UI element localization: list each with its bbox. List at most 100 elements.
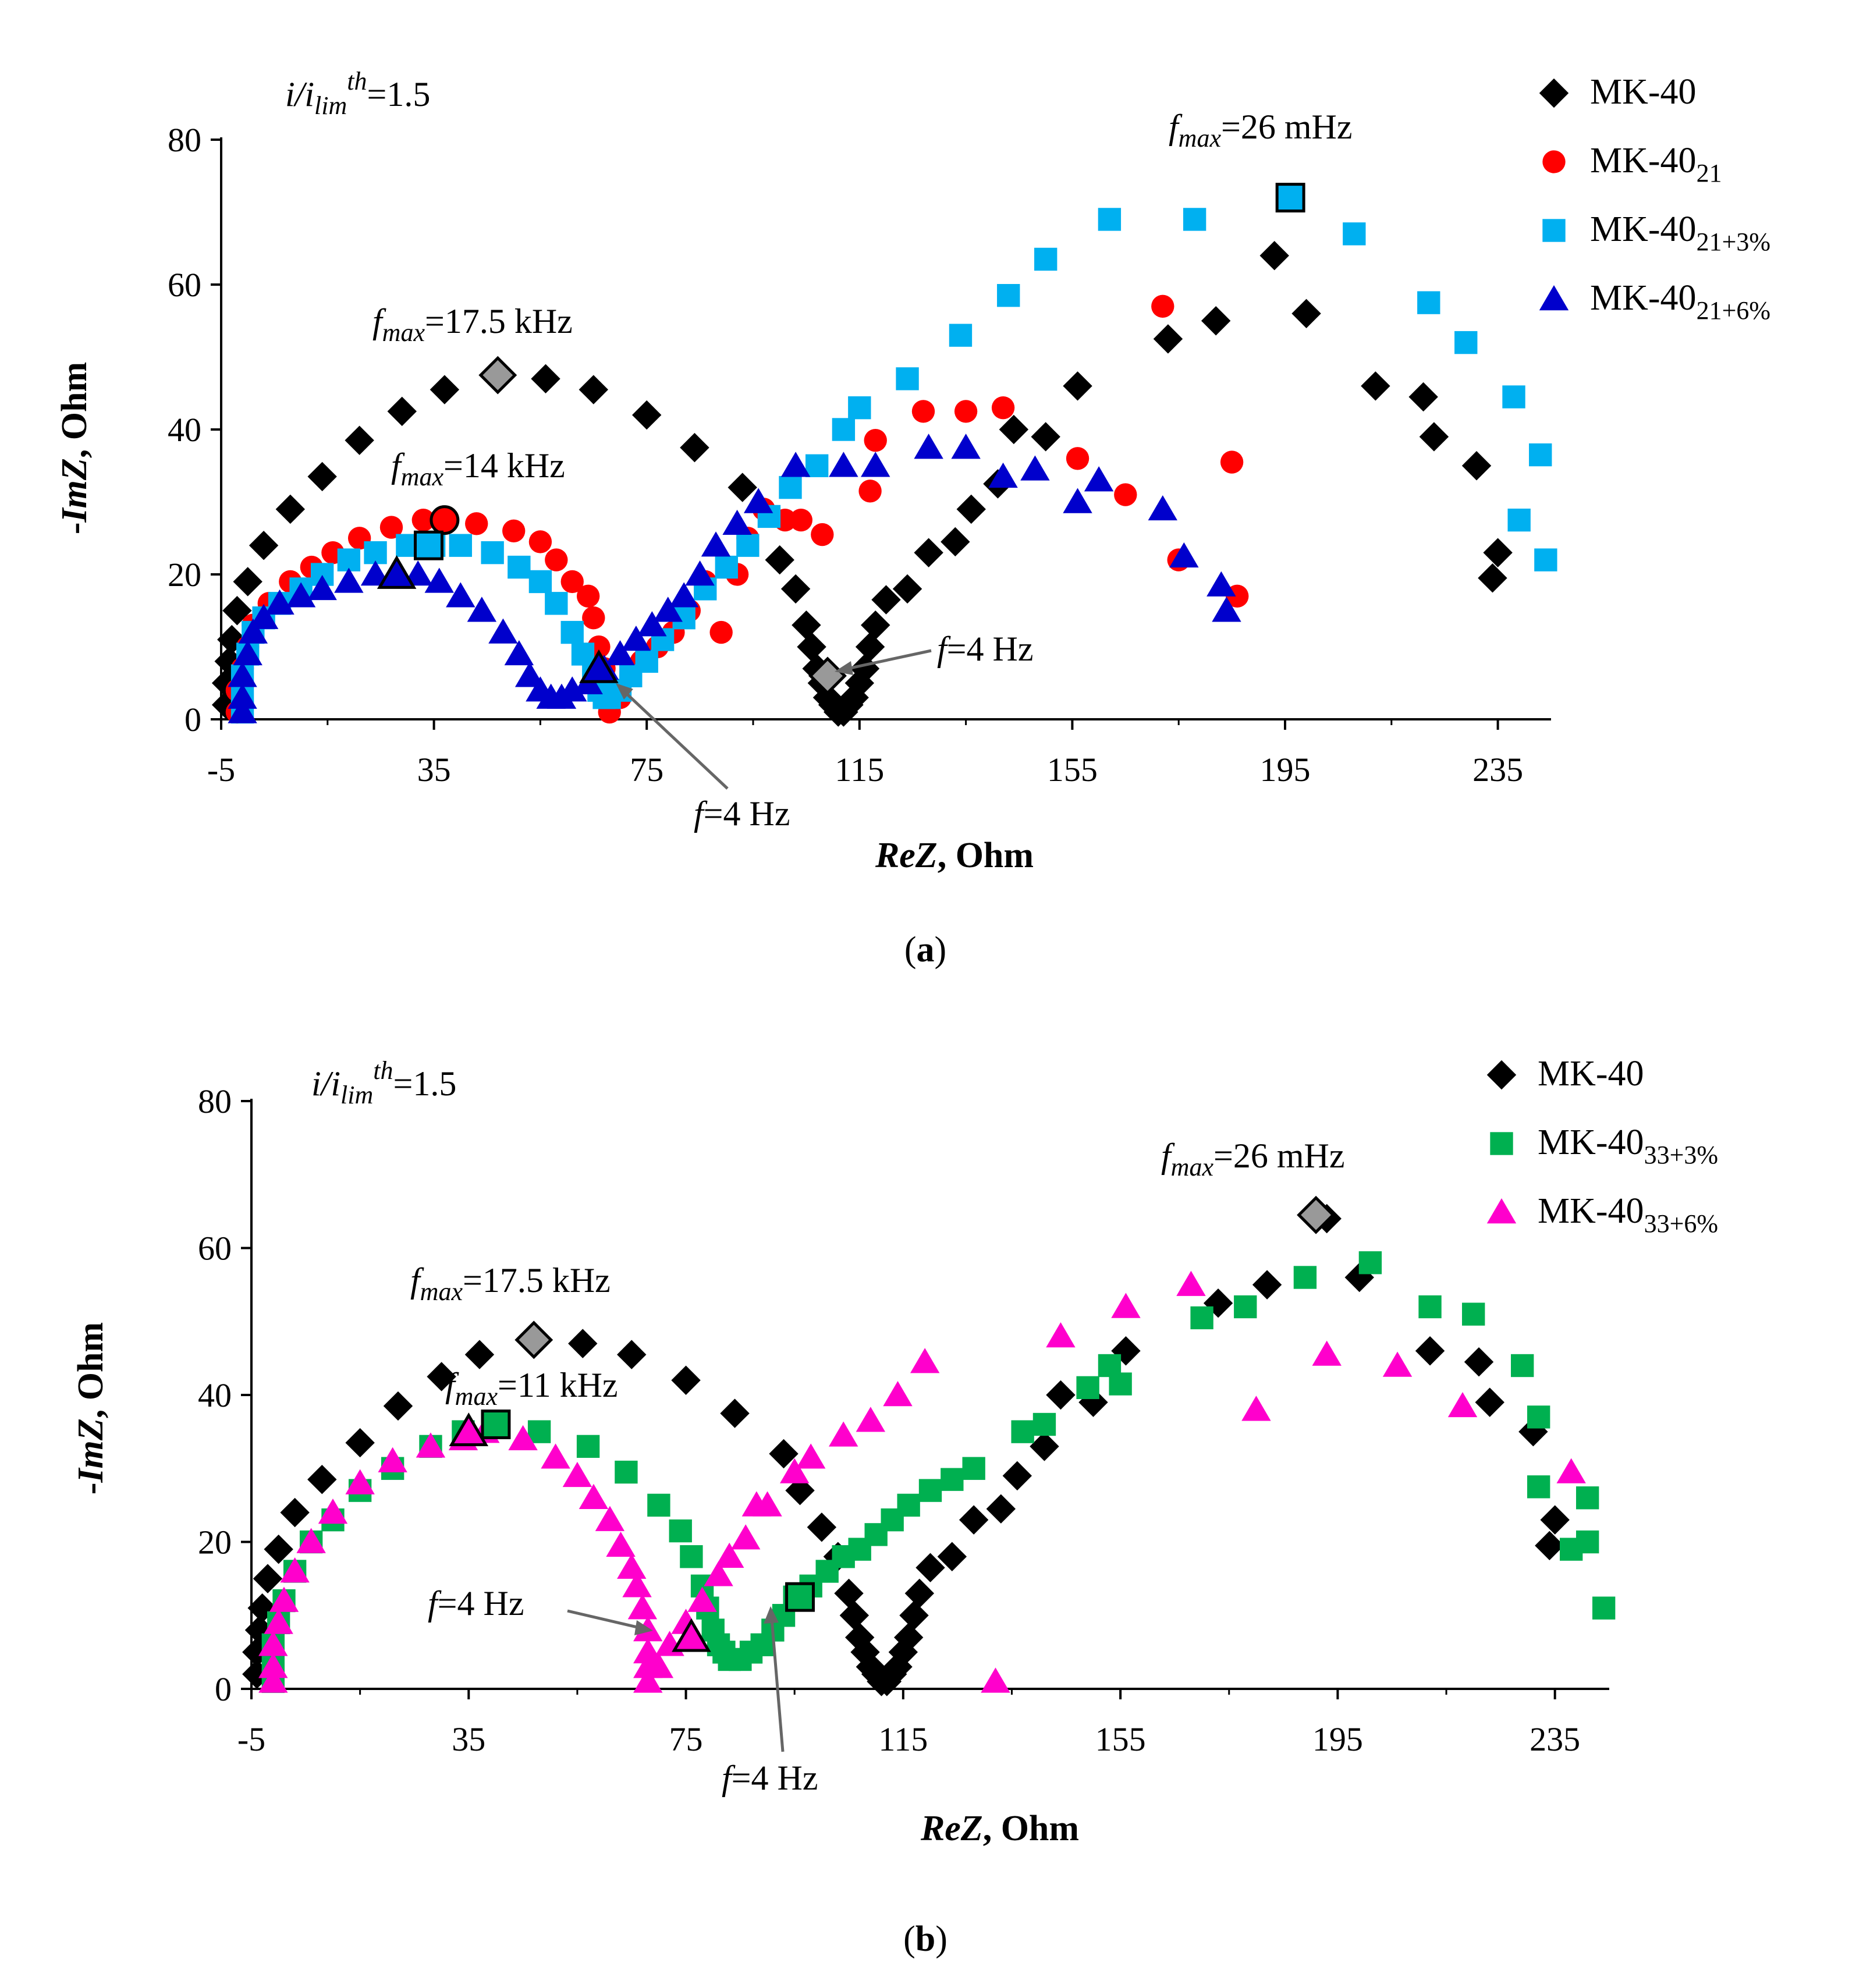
data-point-MK-40_33+3%: [897, 1493, 920, 1517]
data-point-MK-40: [892, 574, 922, 604]
data-point-MK-40_21+6%: [1212, 597, 1241, 622]
data-point-MK-40_33+3%: [1575, 1530, 1599, 1554]
data-point-MK-40: [1078, 1387, 1108, 1417]
y-tick-label: 60: [168, 266, 201, 304]
data-point-MK-40: [1461, 451, 1492, 481]
data-point-MK-40_33+3%: [1234, 1295, 1257, 1319]
data-point-MK-40_21+3%: [337, 548, 361, 571]
x-tick-label: 235: [1530, 1720, 1580, 1758]
x-tick-label: 155: [1047, 751, 1098, 789]
data-point-MK-40_33+6%: [617, 1553, 647, 1579]
data-point-MK-40: [383, 1391, 413, 1421]
data-point-MK-40_21+6%: [228, 662, 257, 687]
panel-b-arrowhead-pink: [634, 1620, 653, 1635]
x-tick-label: 35: [417, 751, 451, 789]
data-point-MK-40_33+3%: [962, 1457, 985, 1480]
highlight-marker: [377, 555, 417, 589]
data-point-MK-40_33+6%: [296, 1528, 326, 1553]
data-point-MK-40: [941, 527, 970, 557]
data-point-MK-40: [893, 1623, 924, 1652]
data-point-MK-40_21: [582, 606, 605, 630]
legend-label-MK-40: MK-40: [1538, 1054, 1644, 1094]
data-point-MK-40_21+3%: [1529, 443, 1552, 467]
data-point-MK-40_33+6%: [1447, 1391, 1478, 1418]
data-point-MK-40_21+6%: [238, 618, 268, 644]
panel-a-arrowhead-blue: [616, 683, 633, 700]
data-point-MK-40_21+6%: [558, 676, 587, 702]
data-point-MK-40_21+6%: [653, 597, 683, 622]
data-point-MK-40_21+3%: [715, 555, 738, 579]
panel-a-f-4hz-blue: f=4 Hz: [694, 794, 790, 833]
data-point-MK-40_21: [864, 428, 887, 452]
panel-b: 0 20 40 60 80 -5 35 75 115 155 195 235 i/ilimth=1.5…: [71, 1054, 1718, 1959]
data-point-MK-40_21+6%: [1206, 571, 1236, 597]
x-tick-label: 155: [1095, 1720, 1146, 1758]
legend-marker-MK-40_21+6%: [1539, 285, 1569, 311]
data-point-MK-40: [1063, 371, 1092, 401]
data-point-MK-40_21: [1114, 483, 1137, 506]
panel-a-f-4hz-black: f=4 Hz: [937, 630, 1033, 668]
data-point-MK-40_33+3%: [918, 1479, 942, 1502]
y-tick-label: 40: [198, 1376, 232, 1414]
data-point-MK-40: [999, 414, 1029, 445]
data-point-MK-40_21+3%: [736, 534, 760, 557]
data-point-MK-40_21+3%: [1417, 291, 1440, 314]
y-tick-label: 80: [168, 121, 201, 159]
legend-label-MK-40_21+3%: MK-4021+3%: [1590, 210, 1770, 256]
data-point-MK-40_33+3%: [1293, 1266, 1317, 1289]
data-point-MK-40_33+6%: [1111, 1293, 1141, 1318]
data-point-MK-40_21+3%: [997, 283, 1020, 307]
legend-marker-MK-40: [1486, 1060, 1517, 1090]
data-point-MK-40: [904, 1578, 935, 1609]
data-point-MK-40_33+6%: [258, 1667, 288, 1693]
data-point-MK-40: [986, 1494, 1016, 1524]
panel-b-f-4hz-pink: f=4 Hz: [428, 1584, 524, 1623]
data-point-MK-40: [871, 585, 901, 615]
data-point-MK-40: [253, 1564, 283, 1593]
data-point-MK-40: [242, 1637, 272, 1667]
data-point-MK-40: [632, 400, 662, 430]
data-point-MK-40: [1201, 306, 1231, 336]
data-point-MK-40: [1419, 422, 1449, 452]
data-point-MK-40_21+6%: [701, 531, 731, 557]
panel-b-fmax-17-5-khz: fmax=17.5 kHz: [410, 1261, 611, 1306]
data-point-MK-40_21: [379, 516, 403, 539]
data-point-MK-40: [720, 1398, 750, 1428]
data-point-MK-40_21+6%: [1063, 488, 1092, 513]
data-point-MK-40_21+6%: [265, 589, 294, 615]
highlight-marker: [449, 1412, 489, 1447]
data-point-MK-40_21+6%: [743, 488, 773, 513]
data-point-MK-40: [844, 1623, 875, 1652]
x-tick-label: 115: [878, 1720, 928, 1758]
data-point-MK-40_33+3%: [669, 1519, 692, 1543]
data-point-MK-40: [915, 1553, 945, 1582]
data-point-MK-40: [1483, 538, 1513, 567]
data-point-MK-40: [1518, 1417, 1548, 1447]
data-point-MK-40_21+6%: [637, 611, 667, 637]
data-point-MK-40_21+6%: [1020, 455, 1050, 481]
data-point-MK-40_21+6%: [504, 640, 534, 666]
data-point-MK-40: [834, 1578, 864, 1609]
data-point-MK-40: [345, 1428, 375, 1458]
data-point-MK-40_21: [576, 584, 600, 608]
data-point-MK-40_21+6%: [669, 582, 699, 608]
data-point-MK-40_33+3%: [1527, 1475, 1550, 1499]
data-point-MK-40: [1002, 1461, 1032, 1491]
data-point-MK-40_33+6%: [622, 1572, 652, 1598]
legend-label-MK-40_33+6%: MK-4033+6%: [1538, 1191, 1718, 1238]
panel-a-xlabel: ReZ, Ohm: [875, 836, 1034, 875]
data-point-MK-40_21: [545, 548, 568, 571]
panel-a-fmax-26-mhz: fmax=26 mHz: [1169, 108, 1352, 152]
data-point-MK-40_21+6%: [914, 434, 943, 459]
y-tick-label: 20: [198, 1524, 232, 1561]
data-point-MK-40_21: [911, 400, 935, 423]
x-tick-label: 195: [1312, 1720, 1363, 1758]
data-point-MK-40_33+3%: [1032, 1412, 1056, 1436]
data-point-MK-40: [242, 1659, 272, 1689]
data-point-MK-40_21+6%: [467, 597, 497, 622]
data-point-MK-40: [345, 425, 374, 455]
data-point-MK-40_33+3%: [1527, 1405, 1550, 1429]
data-point-MK-40: [850, 654, 880, 684]
data-point-MK-40_33+6%: [318, 1499, 348, 1524]
data-point-MK-40_21+6%: [446, 582, 475, 608]
